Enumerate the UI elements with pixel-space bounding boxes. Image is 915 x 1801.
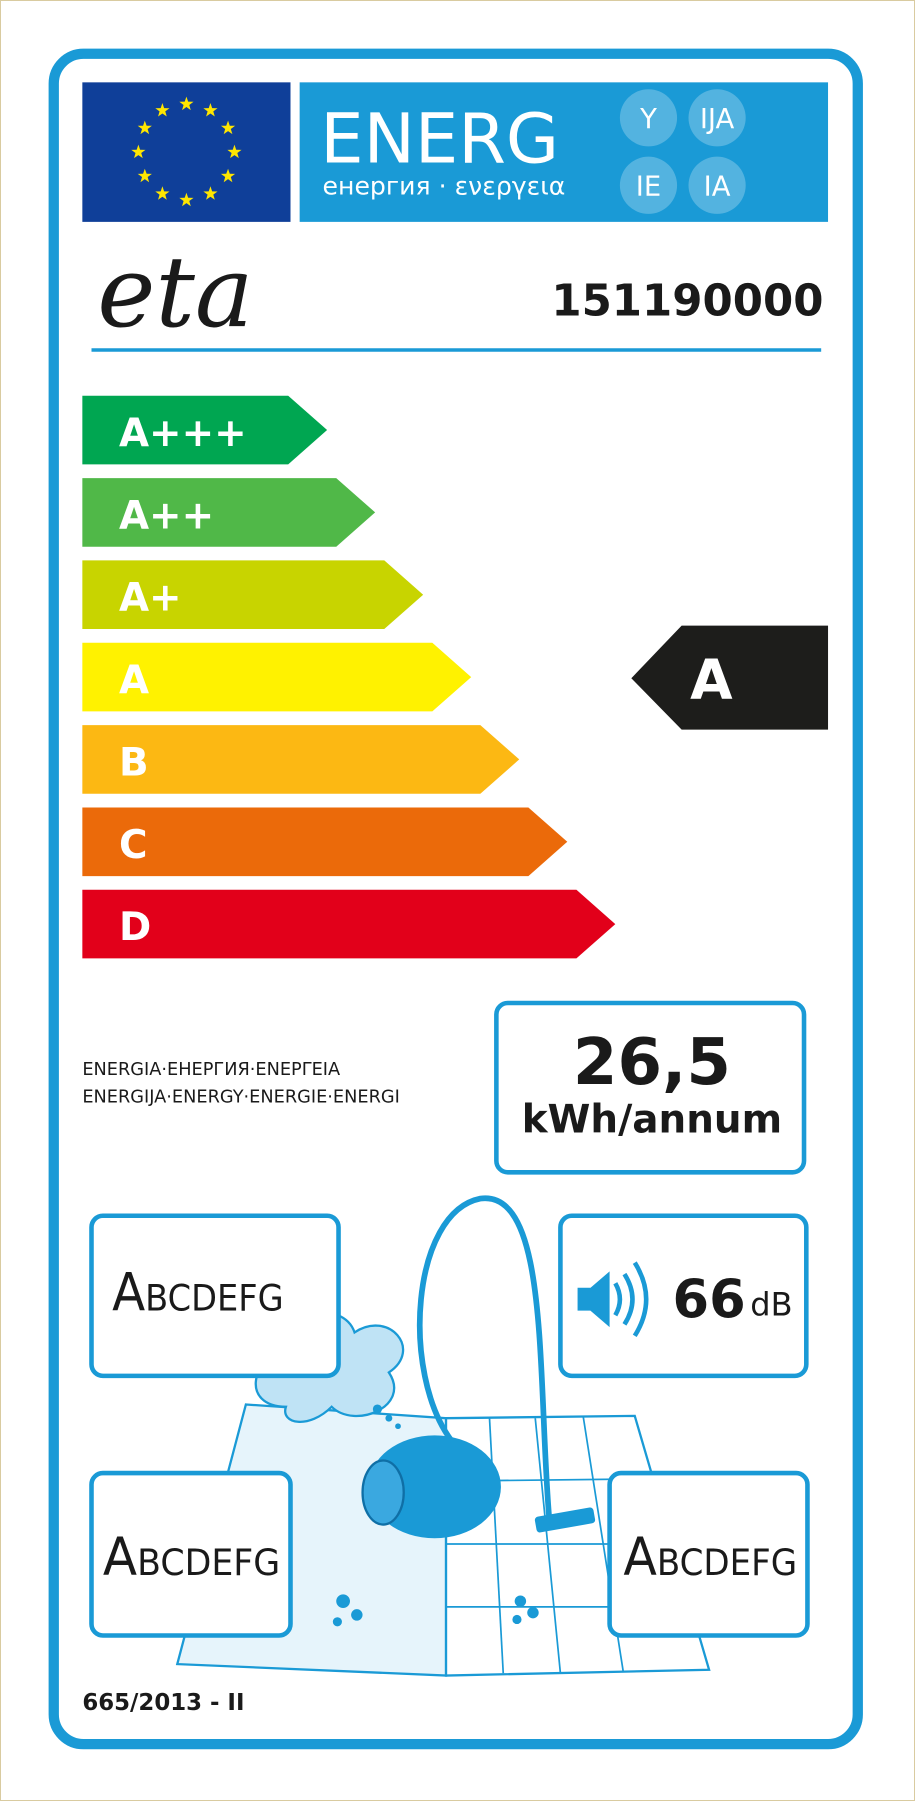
class-arrow [82,725,520,794]
label-body: ENERG енергия · ενεργεια eta 151190000 E… [48,48,863,1750]
speaker-icon [577,1261,649,1338]
class-label: A+ [119,576,182,621]
class-arrow [82,560,424,630]
star [203,186,218,200]
suffix-circle [688,89,746,147]
consumption-value: 26,5 [573,1026,731,1100]
class-arrow [82,807,568,877]
class-box [89,1470,293,1638]
consumption-unit: kWh/annum [522,1097,782,1142]
class-arrow [82,889,616,959]
brand: eta [97,236,253,350]
star [227,144,242,159]
scale-text: ABCDEFG [112,1263,284,1324]
class-arrow [82,395,328,465]
header-band [299,82,829,222]
star [220,120,236,135]
suffix: IE [636,172,661,203]
class-label: C [119,823,148,868]
class-arrow [82,478,376,547]
class-box [89,1213,341,1379]
model: 151190000 [551,277,823,327]
star [137,168,152,183]
noise-value: 66 [672,1270,745,1331]
class-label: A+++ [119,411,247,456]
suffix-circle [619,156,678,214]
suffix: IJA [700,104,735,135]
noise-box [558,1213,809,1379]
star [220,168,236,183]
star [203,103,218,117]
class-box [607,1470,810,1638]
class-label: A [119,658,149,703]
class-label: D [119,905,151,950]
energy-text: ENERGIJA·ENERGY·ENERGIE·ENERGI [82,1088,400,1108]
consumption-box [494,1000,807,1175]
star [137,120,152,135]
star [131,144,146,159]
star [155,103,170,117]
class-arrow [82,642,472,712]
regulation: 665/2013 - II [82,1690,244,1716]
suffix-circle [619,89,678,147]
suffix: IA [704,172,731,203]
header-subtitle: енергия · ενεργεια [323,171,566,200]
eu-stars [131,96,242,207]
noise-unit: dB [750,1285,792,1323]
class-label: B [119,740,149,785]
suffix-circle [688,156,746,214]
scale-text: ABCDEFG [103,1527,280,1588]
star [179,192,194,207]
suffix: Y [639,104,657,135]
rating-arrow [631,625,829,730]
scale-text: ABCDEFG [623,1527,797,1588]
class-label: A++ [119,493,214,538]
header-title: ENERG [320,99,559,179]
star [155,186,170,200]
rating: A [690,648,733,712]
energy-text: ENERGIA·ЕНЕРГИЯ·ΕΝΕΡΓΕΙΑ [82,1060,340,1080]
star [179,96,194,111]
